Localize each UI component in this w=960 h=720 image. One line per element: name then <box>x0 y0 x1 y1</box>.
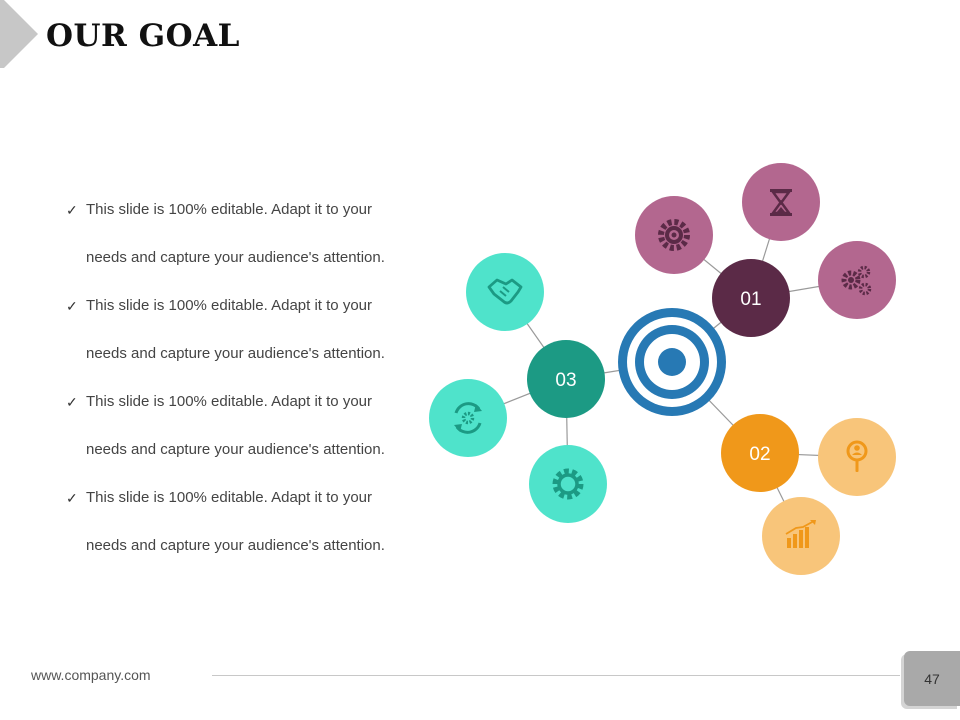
bullet-text-line1: This slide is 100% editable. Adapt it to… <box>86 489 372 506</box>
node-02 <box>721 414 799 492</box>
hourglass-icon <box>742 163 820 241</box>
checkmark-icon: ✓ <box>66 394 78 410</box>
bar-chart-icon <box>762 497 840 575</box>
bullet-item: ✓ This slide is 100% editable. Adapt it … <box>66 478 426 574</box>
bullet-text-line2: needs and capture your audience's attent… <box>86 345 385 362</box>
bullet-text-line1: This slide is 100% editable. Adapt it to… <box>86 201 372 218</box>
footer-url: www.company.com <box>31 667 151 683</box>
node-02-group: 02 <box>721 414 896 575</box>
page-number-box <box>904 651 960 706</box>
footer-divider <box>212 675 900 676</box>
checkmark-icon: ✓ <box>66 298 78 314</box>
node-03-group: 03 <box>429 253 607 523</box>
page-title: OUR GOAL <box>46 18 240 54</box>
handshake-icon <box>466 253 544 331</box>
bullet-text-line1: This slide is 100% editable. Adapt it to… <box>86 297 372 314</box>
node-03-label: 03 <box>555 370 576 391</box>
gears-icon <box>818 241 896 319</box>
gear-target-icon <box>635 196 713 274</box>
node-02-label: 02 <box>749 444 770 465</box>
page-number: 47 <box>924 671 940 687</box>
bullet-list: ✓ This slide is 100% editable. Adapt it … <box>66 190 426 574</box>
bullet-item: ✓ This slide is 100% editable. Adapt it … <box>66 382 426 478</box>
bullet-item: ✓ This slide is 100% editable. Adapt it … <box>66 190 426 286</box>
bullet-text-line1: This slide is 100% editable. Adapt it to… <box>86 393 372 410</box>
checkmark-icon: ✓ <box>66 202 78 218</box>
checkmark-icon: ✓ <box>66 490 78 506</box>
bullet-text-line2: needs and capture your audience's attent… <box>86 249 385 266</box>
node-01-label: 01 <box>740 289 761 310</box>
node-01-group: 01 <box>635 163 896 337</box>
gear-icon <box>529 445 607 523</box>
node-03 <box>527 340 605 418</box>
corner-arrow-decoration <box>0 0 38 68</box>
node-01 <box>712 259 790 337</box>
bullet-text-line2: needs and capture your audience's attent… <box>86 537 385 554</box>
target-icon <box>618 308 726 416</box>
search-person-icon <box>818 418 896 496</box>
bullet-item: ✓ This slide is 100% editable. Adapt it … <box>66 286 426 382</box>
bullet-text-line2: needs and capture your audience's attent… <box>86 441 385 458</box>
refresh-gear-icon <box>429 379 507 457</box>
